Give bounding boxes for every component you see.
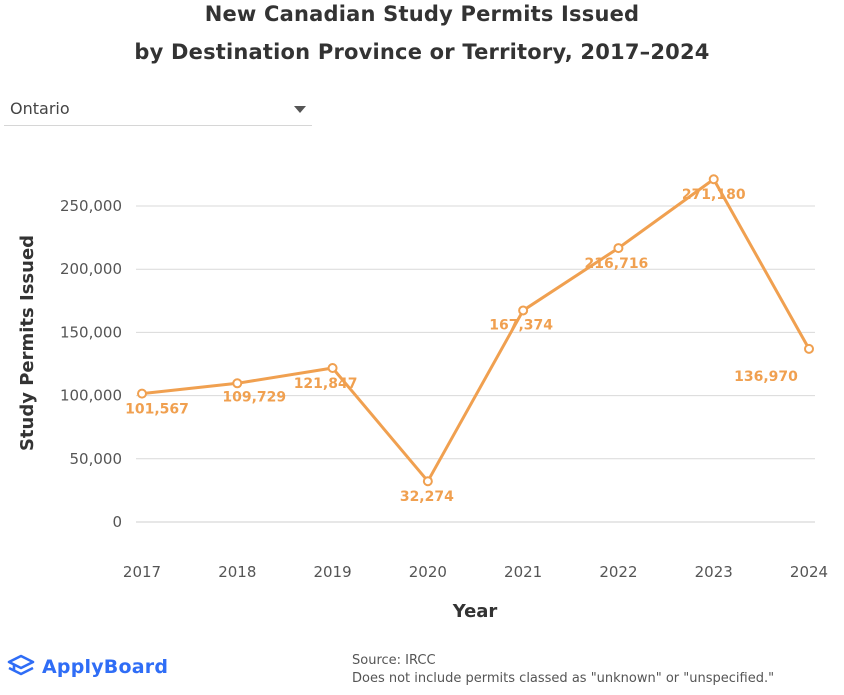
y-axis-title: Study Permits Issued [17, 235, 38, 451]
data-point [137, 388, 147, 399]
data-point [327, 362, 338, 373]
applyboard-logo: ApplyBoard [6, 652, 168, 682]
y-tick-label: 50,000 [70, 450, 123, 468]
province-selector[interactable]: Ontario [4, 94, 312, 126]
x-tick-label: 2023 [695, 563, 733, 581]
province-selector-value: Ontario [10, 99, 70, 118]
source-text: Source: IRCC [352, 653, 436, 668]
data-point [804, 343, 814, 354]
x-tick-label: 2017 [123, 563, 161, 581]
x-tick-label: 2019 [313, 563, 351, 581]
data-label: 216,716 [585, 256, 649, 272]
y-tick-label: 0 [112, 513, 122, 531]
data-point [422, 476, 433, 487]
x-tick-label: 2020 [409, 563, 447, 581]
y-tick-label: 150,000 [60, 323, 122, 341]
y-tick-label: 250,000 [60, 197, 122, 215]
data-point [232, 378, 243, 389]
source-note: Source: IRCC Does not include permits cl… [352, 652, 774, 688]
brand-name: ApplyBoard [42, 656, 169, 678]
data-label: 109,729 [222, 389, 286, 405]
data-point [708, 174, 719, 185]
y-tick-label: 100,000 [60, 387, 122, 405]
x-tick-label: 2018 [218, 563, 256, 581]
applyboard-logo-icon [7, 654, 35, 676]
data-label: 121,847 [294, 376, 358, 392]
data-label: 271,180 [682, 187, 746, 203]
data-label: 167,374 [489, 317, 553, 333]
chart-title-line-2: by Destination Province or Territory, 20… [134, 40, 710, 64]
series-line-ontario [141, 177, 811, 483]
x-tick-label: 2021 [504, 563, 542, 581]
data-point [613, 243, 624, 254]
footnote-text: Does not include permits classed as "unk… [352, 671, 775, 686]
chevron-down-icon [294, 106, 306, 113]
data-label: 136,970 [734, 369, 798, 385]
data-label: 101,567 [125, 402, 189, 418]
data-point [518, 305, 529, 316]
x-axis-title: Year [452, 601, 498, 622]
x-tick-label: 2022 [599, 563, 637, 581]
data-label: 32,274 [400, 489, 454, 505]
chart-title-line-1: New Canadian Study Permits Issued [204, 2, 640, 26]
line-chart: 0 50,000 100,000 150,000 200,000 250,000 2017 2… [17, 174, 828, 622]
x-tick-label: 2024 [790, 563, 828, 581]
y-tick-label: 200,000 [60, 260, 122, 278]
